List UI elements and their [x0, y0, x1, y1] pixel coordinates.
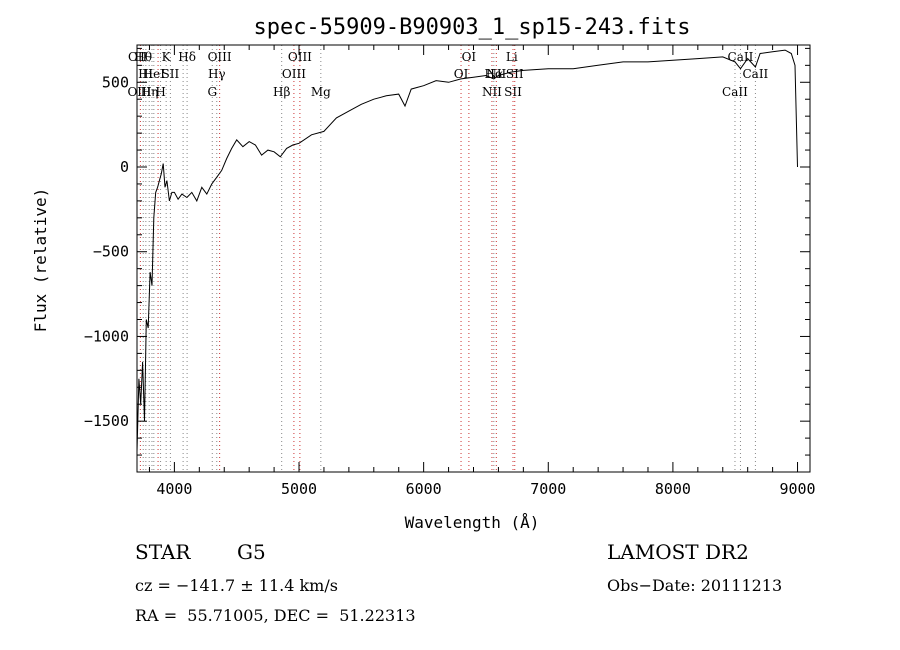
line-label: HeI: [143, 67, 166, 81]
y-tick-label: −1000: [84, 327, 129, 345]
x-tick-label: 7000: [530, 480, 566, 498]
line-label: Hδ: [178, 50, 196, 64]
x-axis-label: Wavelength (Å): [405, 513, 540, 532]
line-label: SII: [504, 85, 522, 99]
redshift-velocity: cz = −141.7 ± 11.4 km/s: [135, 576, 338, 595]
line-label: OIII: [208, 50, 232, 64]
line-label: OIII: [282, 67, 306, 81]
chart-title: spec-55909-B90903_1_sp15-243.fits: [253, 15, 690, 40]
line-label: H: [155, 85, 165, 99]
x-tick-label: 4000: [156, 480, 192, 498]
line-label: SII: [162, 67, 180, 81]
y-tick-label: 500: [102, 73, 129, 91]
line-label: G: [207, 85, 217, 99]
line-label: Mg: [311, 85, 331, 99]
line-label: SII: [506, 67, 524, 81]
emission-line-markers: [139, 45, 756, 472]
spectrum-line: [136, 49, 798, 452]
y-tick-label: 0: [120, 158, 129, 176]
y-tick-label: −1500: [84, 412, 129, 430]
line-label: Li: [506, 50, 518, 64]
y-tick-label: −500: [93, 243, 129, 261]
x-tick-label: 5000: [281, 480, 317, 498]
y-axis: −1500 −1000 −500 0 500: [84, 47, 810, 473]
line-label: Hβ: [273, 85, 290, 99]
coordinates: RA = 55.71005, DEC = 51.22313: [135, 606, 416, 625]
object-class: STAR: [135, 540, 191, 564]
line-label: Hγ: [208, 67, 226, 81]
x-axis: 4000 5000 6000 7000 8000 9000: [148, 45, 816, 498]
object-subclass: G5: [237, 540, 266, 564]
line-label: K: [162, 50, 172, 64]
line-label: OII: [128, 50, 148, 64]
line-label: OI: [454, 67, 469, 81]
x-tick-label: 8000: [655, 480, 691, 498]
y-axis-label: Flux (relative): [31, 188, 50, 333]
line-label: OIII: [288, 50, 312, 64]
x-tick-label: 9000: [779, 480, 815, 498]
line-label: OIII: [127, 85, 151, 99]
line-label: CaII: [742, 67, 768, 81]
line-label: NII: [482, 85, 502, 99]
line-label: Hα: [485, 67, 504, 81]
observation-date: Obs−Date: 20111213: [607, 576, 783, 595]
emission-line-labels: OII OIII Hθ Hι Hη HeI H K SII Hδ G Hγ OIII Hβ OIII OIII…: [127, 50, 768, 99]
line-label: Hι: [138, 67, 153, 81]
survey-name: LAMOST DR2: [607, 540, 749, 564]
line-label: CaII: [728, 50, 754, 64]
x-tick-label: 6000: [406, 480, 442, 498]
line-label: Hθ: [134, 50, 152, 64]
line-label: OI: [462, 50, 477, 64]
line-label: Hη: [141, 85, 159, 99]
line-label: CaII: [722, 85, 748, 99]
plot-frame: [136, 44, 811, 473]
